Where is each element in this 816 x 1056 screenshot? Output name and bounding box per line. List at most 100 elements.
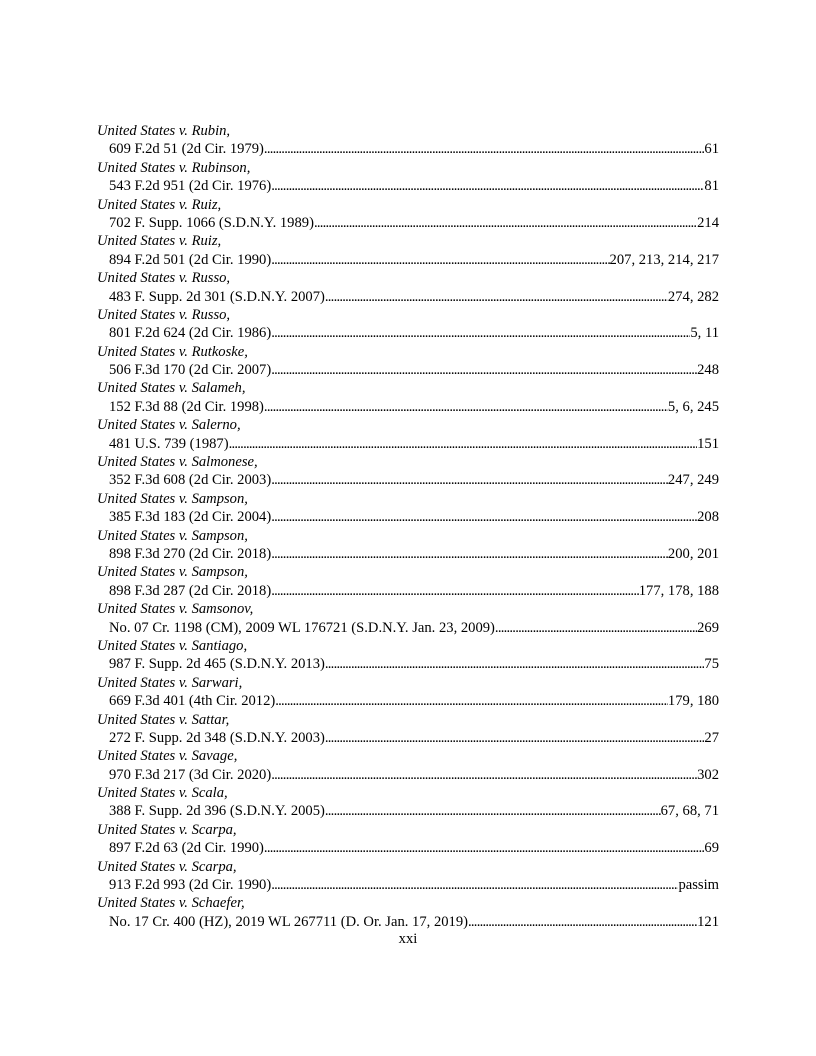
authority-entry: United States v. Rubin, 609 F.2d 51 (2d C… [97, 122, 719, 159]
page-references: 5, 11 [690, 325, 719, 342]
dot-leader [271, 324, 690, 342]
citation-line: 970 F.3d 217 (3d Cir. 2020) 302 [97, 766, 719, 784]
dot-leader [495, 619, 697, 637]
citation: 483 F. Supp. 2d 301 (S.D.N.Y. 2007) [109, 288, 325, 305]
case-name: United States v. Sampson, [97, 527, 248, 544]
citation: 543 F.2d 951 (2d Cir. 1976) [109, 178, 272, 195]
citation-line: 894 F.2d 501 (2d Cir. 1990) 207, 213, 214… [97, 251, 719, 269]
case-name: United States v. Ruiz, [97, 233, 222, 250]
authority-entry: United States v. Sampson, 385 F.3d 183 (2… [97, 490, 719, 527]
page-references: 208 [697, 509, 719, 526]
authority-entry: United States v. Rutkoske, 506 F.3d 170 (… [97, 343, 719, 380]
case-name: United States v. Scala, [97, 785, 228, 802]
case-name: United States v. Sarwari, [97, 674, 243, 691]
case-name: United States v. Scarpa, [97, 821, 237, 838]
case-name: United States v. Sampson, [97, 564, 248, 581]
authority-entry: United States v. Samsonov, No. 07 Cr. 119… [97, 600, 719, 637]
citation: 894 F.2d 501 (2d Cir. 1990) [109, 251, 272, 268]
authority-entry: United States v. Sampson, 898 F.3d 270 (2… [97, 527, 719, 564]
case-name: United States v. Ruiz, [97, 196, 222, 213]
dot-leader [264, 140, 704, 158]
citation-line: 898 F.3d 287 (2d Cir. 2018) 177, 178, 188 [97, 582, 719, 600]
dot-leader [271, 582, 639, 600]
authority-entry: United States v. Sattar, 272 F. Supp. 2d … [97, 711, 719, 748]
authority-entry: United States v. Sarwari, 669 F.3d 401 (4… [97, 674, 719, 711]
citation: 898 F.3d 270 (2d Cir. 2018) [109, 545, 272, 562]
citation: 913 F.2d 993 (2d Cir. 1990) [109, 877, 272, 894]
citation: 272 F. Supp. 2d 348 (S.D.N.Y. 2003) [109, 729, 325, 746]
citation-line: No. 17 Cr. 400 (HZ), 2019 WL 267711 (D. … [97, 913, 719, 931]
page-references: 179, 180 [667, 693, 719, 710]
case-name: United States v. Salerno, [97, 417, 241, 434]
case-name: United States v. Rubin, [97, 123, 231, 139]
page-references: passim [678, 877, 719, 894]
case-name: United States v. Schaefer, [97, 895, 245, 912]
citation: 801 F.2d 624 (2d Cir. 1986) [109, 325, 272, 342]
authority-entry: United States v. Rubinson, 543 F.2d 951 (… [97, 159, 719, 196]
case-name: United States v. Russo, [97, 306, 231, 323]
citation: 506 F.3d 170 (2d Cir. 2007) [109, 362, 272, 379]
dot-leader [314, 214, 697, 232]
authority-entry: United States v. Scarpa, 897 F.2d 63 (2d … [97, 821, 719, 858]
dot-leader [275, 692, 668, 710]
case-name: United States v. Samsonov, [97, 601, 254, 618]
citation-line: 801 F.2d 624 (2d Cir. 1986) 5, 11 [97, 324, 719, 342]
dot-leader [229, 435, 698, 453]
case-name: United States v. Rutkoske, [97, 343, 248, 360]
case-name: United States v. Savage, [97, 748, 238, 765]
dot-leader [271, 361, 697, 379]
citation: 669 F.3d 401 (4th Cir. 2012) [109, 693, 276, 710]
citation: No. 17 Cr. 400 (HZ), 2019 WL 267711 (D. … [109, 913, 468, 930]
dot-leader [325, 288, 668, 306]
citation: 352 F.3d 608 (2d Cir. 2003) [109, 472, 272, 489]
citation: 970 F.3d 217 (3d Cir. 2020) [109, 766, 272, 783]
table-of-authorities: United States v. Rubin, 609 F.2d 51 (2d C… [97, 122, 719, 931]
case-name: United States v. Rubinson, [97, 159, 251, 176]
citation-line: 352 F.3d 608 (2d Cir. 2003) 247, 249 [97, 471, 719, 489]
page-references: 27 [704, 729, 719, 746]
page-references: 302 [697, 766, 719, 783]
dot-leader [271, 471, 668, 489]
dot-leader [264, 398, 668, 416]
page-references: 177, 178, 188 [638, 582, 719, 599]
page-references: 214 [697, 214, 719, 231]
citation-line: 506 F.3d 170 (2d Cir. 2007) 248 [97, 361, 719, 379]
citation: 609 F.2d 51 (2d Cir. 1979) [109, 141, 264, 158]
authority-entry: United States v. Scarpa, 913 F.2d 993 (2d… [97, 858, 719, 895]
citation-line: 385 F.3d 183 (2d Cir. 2004) 208 [97, 508, 719, 526]
dot-leader [271, 545, 668, 563]
authority-entry: United States v. Schaefer, No. 17 Cr. 400… [97, 894, 719, 931]
citation-line: 987 F. Supp. 2d 465 (S.D.N.Y. 2013) 75 [97, 655, 719, 673]
dot-leader [271, 876, 678, 894]
citation: 897 F.2d 63 (2d Cir. 1990) [109, 840, 264, 857]
dot-leader [271, 251, 609, 269]
authority-entry: United States v. Scala, 388 F. Supp. 2d 3… [97, 784, 719, 821]
page-references: 75 [704, 656, 719, 673]
authority-entry: United States v. Russo, 483 F. Supp. 2d 3… [97, 269, 719, 306]
citation-line: 669 F.3d 401 (4th Cir. 2012) 179, 180 [97, 692, 719, 710]
page-references: 121 [697, 913, 719, 930]
dot-leader [271, 508, 697, 526]
dot-leader [325, 655, 705, 673]
authority-entry: United States v. Salmonese, 352 F.3d 608 … [97, 453, 719, 490]
page-references: 67, 68, 71 [660, 803, 719, 820]
citation: 987 F. Supp. 2d 465 (S.D.N.Y. 2013) [109, 656, 325, 673]
citation-line: 483 F. Supp. 2d 301 (S.D.N.Y. 2007) 274, … [97, 288, 719, 306]
citation-line: 897 F.2d 63 (2d Cir. 1990) 69 [97, 839, 719, 857]
citation: 481 U.S. 739 (1987) [109, 435, 229, 452]
authority-entry: United States v. Savage, 970 F.3d 217 (3d… [97, 747, 719, 784]
page-number: xxi [398, 931, 418, 947]
citation-line: 481 U.S. 739 (1987) 151 [97, 435, 719, 453]
page-references: 5, 6, 245 [667, 398, 719, 415]
page-references: 61 [704, 141, 719, 158]
dot-leader [325, 802, 661, 820]
citation-line: 152 F.3d 88 (2d Cir. 1998) 5, 6, 245 [97, 398, 719, 416]
dot-leader [468, 913, 697, 931]
citation-line: No. 07 Cr. 1198 (CM), 2009 WL 176721 (S.… [97, 619, 719, 637]
page-references: 247, 249 [667, 472, 719, 489]
dot-leader [271, 177, 704, 195]
case-name: United States v. Scarpa, [97, 858, 237, 875]
page-references: 207, 213, 214, 217 [609, 251, 719, 268]
citation: 702 F. Supp. 1066 (S.D.N.Y. 1989) [109, 214, 314, 231]
dot-leader [271, 766, 697, 784]
